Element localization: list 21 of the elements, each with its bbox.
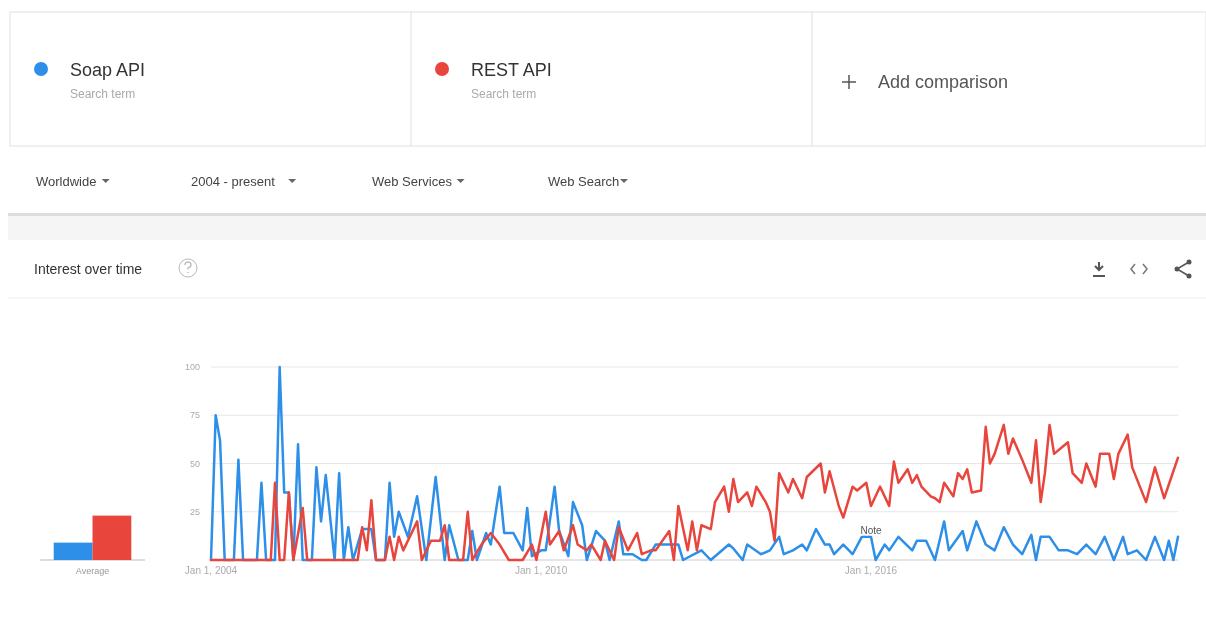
- y-tick-label: 50: [189, 458, 200, 469]
- line-series: [209, 365, 1180, 562]
- y-tick-label: 100: [184, 362, 200, 372]
- y-tick-label: 25: [189, 506, 200, 517]
- annotation: Note: [860, 525, 882, 537]
- x-tick-label: Jan 1, 2016: [844, 565, 898, 576]
- text: Search term: [70, 87, 136, 101]
- y-tick-label: 75: [189, 410, 200, 421]
- text: Web Services: [372, 174, 453, 189]
- text: Worldwide: [36, 174, 97, 189]
- text: Search term: [471, 87, 537, 101]
- x-tick-label: Average: [75, 566, 110, 576]
- text: Add comparison: [878, 72, 1009, 92]
- chart-title: Interest over time: [34, 261, 143, 277]
- text: Web Search: [548, 174, 620, 189]
- line-series: [209, 423, 1180, 562]
- legend-label: REST API: [471, 60, 552, 80]
- text: 2004 - present: [191, 174, 276, 189]
- legend-label: Soap API: [70, 60, 146, 80]
- x-tick-label: Jan 1, 2004: [184, 565, 238, 576]
- x-tick-label: Jan 1, 2010: [514, 565, 568, 576]
